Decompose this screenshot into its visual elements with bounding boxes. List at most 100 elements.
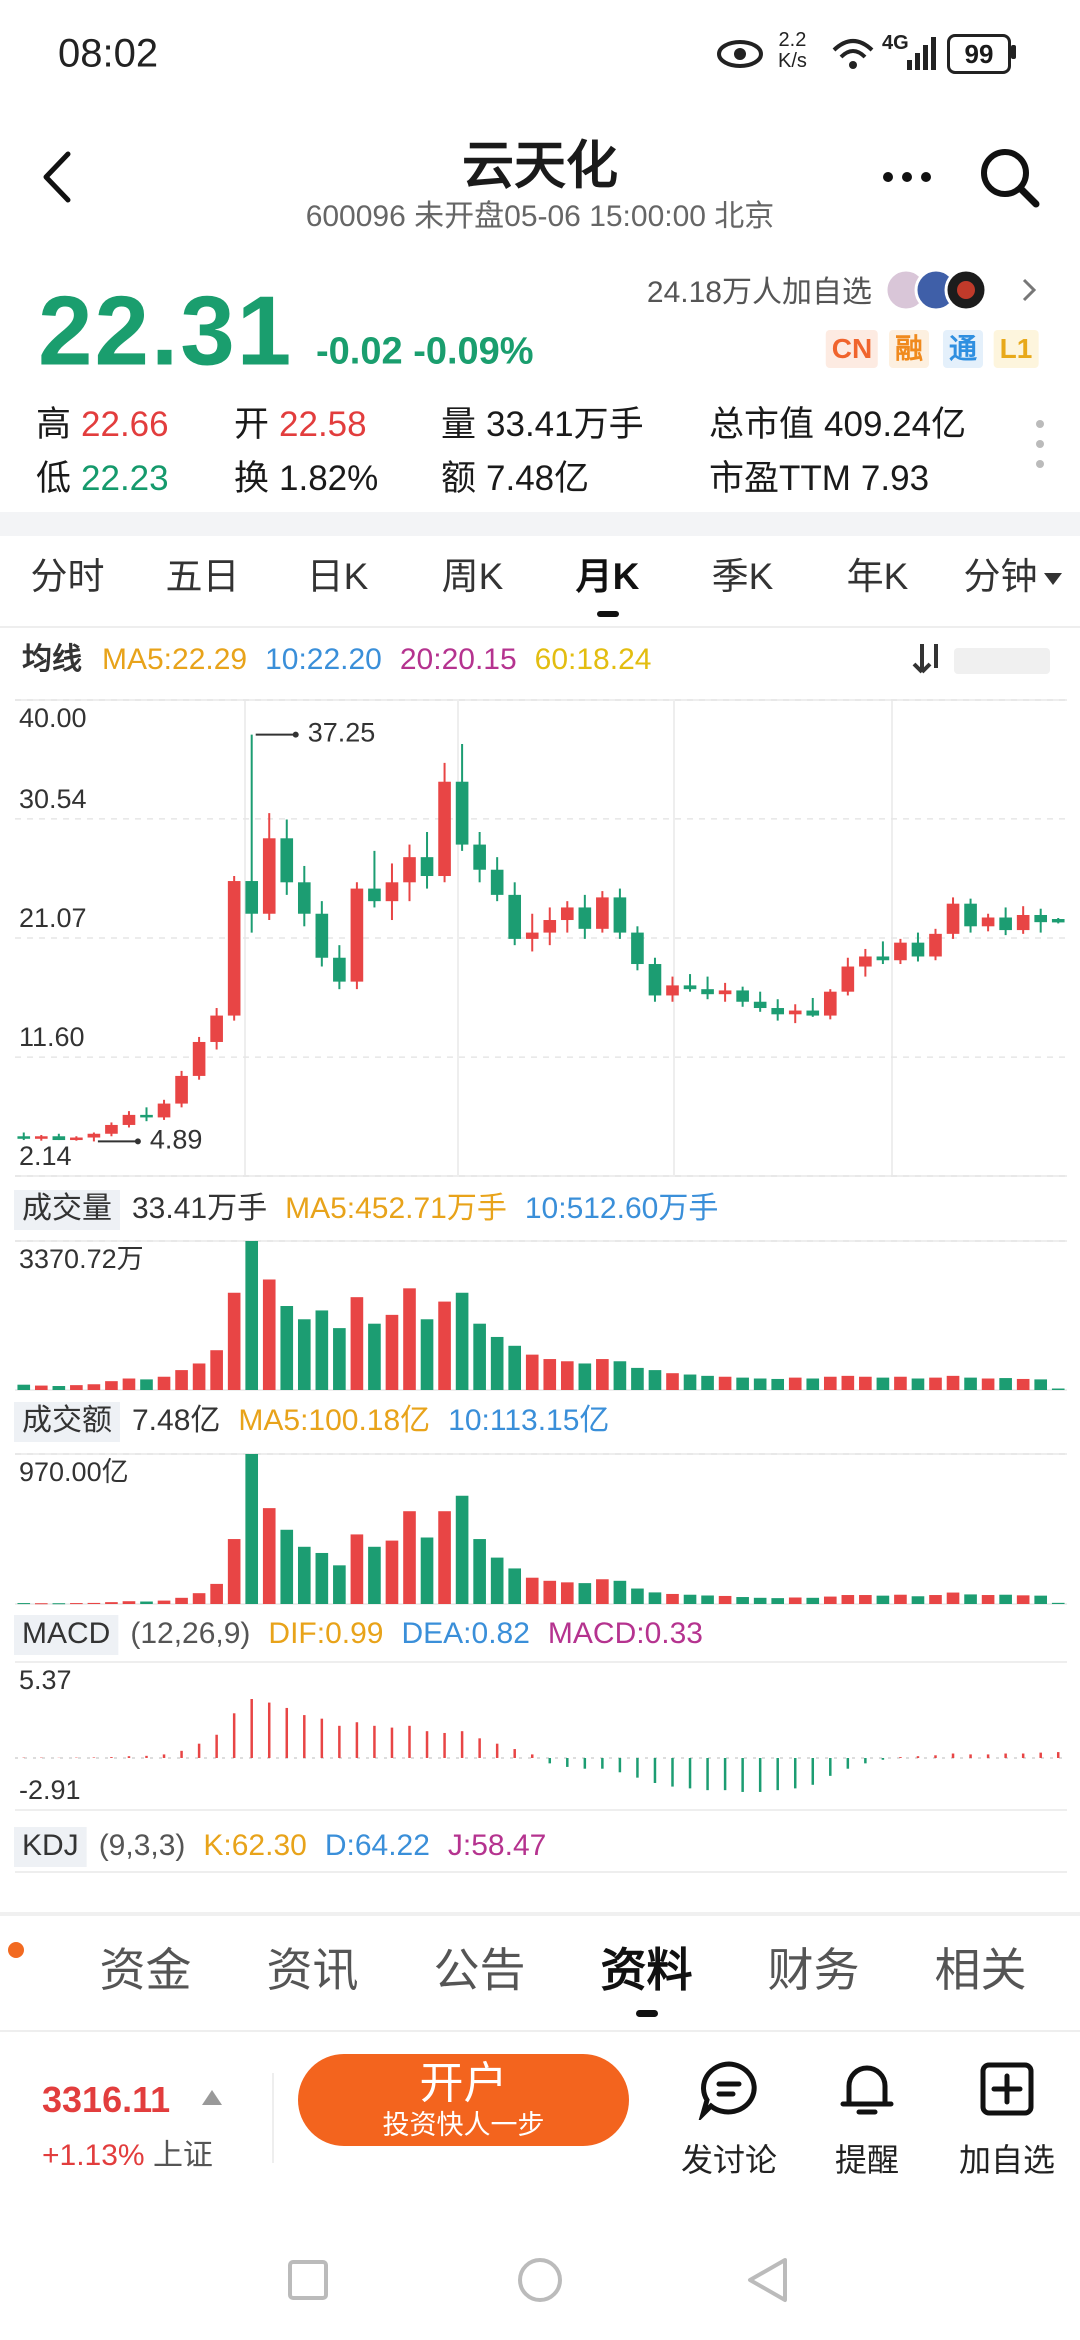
period-tab[interactable]: 年K (846, 556, 909, 597)
candle-body (560, 907, 574, 921)
legend-item: J:58.47 (448, 1829, 546, 1862)
stat-value: 7.48亿 (486, 459, 590, 498)
discuss-icon (697, 2061, 757, 2123)
legend-label: 成交额 (22, 1404, 112, 1437)
volume-bar (490, 1336, 504, 1390)
candle-body (368, 888, 381, 902)
volume-bar (403, 1511, 416, 1604)
volume-bar (297, 1319, 311, 1390)
net-speed-unit: K/s (778, 50, 807, 72)
volume-bar (648, 1592, 662, 1604)
eye-icon (717, 40, 763, 68)
volume-bar (122, 1378, 136, 1390)
period-tab[interactable]: 分时 (30, 556, 105, 597)
candle-body (631, 932, 644, 965)
y-tick-label: 40.00 (19, 703, 87, 733)
period-tab[interactable]: 周K (441, 556, 504, 597)
stat-label: 换 (234, 459, 270, 498)
legend-item: (9,3,3) (99, 1829, 186, 1862)
search-button[interactable] (978, 146, 1042, 210)
candle-body (841, 966, 855, 992)
period-tab[interactable]: 日K (306, 556, 369, 597)
legend-item: 10:512.60万手 (525, 1192, 718, 1225)
candle-body (315, 913, 329, 958)
nav-back[interactable] (748, 2258, 787, 2302)
volume-bar (683, 1374, 697, 1390)
candle-body (1016, 914, 1030, 931)
volume-bar (438, 1511, 451, 1604)
period-tab[interactable]: 五日 (165, 556, 240, 597)
alert-icon (840, 2065, 894, 2115)
bottom-tab[interactable]: 资料 (563, 1935, 730, 2017)
volume-bar (911, 1378, 925, 1390)
bottom-tab[interactable]: 公告 (433, 1944, 526, 1996)
alert-action[interactable]: 提醒 (802, 2060, 932, 2181)
volume-bar (771, 1598, 785, 1604)
volume-bar (525, 1577, 539, 1604)
volume-bar (578, 1363, 592, 1390)
stats-more[interactable] (1030, 418, 1050, 470)
net-speed-value: 2.2 (778, 29, 807, 51)
more-button[interactable] (880, 165, 934, 189)
volume-bar (1016, 1595, 1030, 1604)
volume-bar (245, 1241, 259, 1390)
candle-body (508, 894, 522, 939)
candle-body (34, 1136, 48, 1139)
candle-body (140, 1114, 153, 1118)
candle-body (894, 942, 907, 961)
legend-item: 7.48亿 (132, 1404, 220, 1437)
legend-item: D:64.22 (325, 1829, 430, 1862)
bottom-tab[interactable]: 财务 (767, 1944, 860, 1996)
candle-body (403, 857, 416, 883)
volume-bar (385, 1314, 399, 1390)
open-account-button[interactable]: 开户 投资快人一步 (298, 2054, 629, 2146)
chart-tools[interactable] (910, 638, 1060, 684)
period-tab[interactable]: 季K (711, 556, 774, 597)
legend-item: MACD:0.33 (548, 1617, 703, 1650)
volume-bar (964, 1594, 977, 1604)
volume-bar (227, 1539, 241, 1604)
candle-body (333, 957, 346, 982)
bottom-tab[interactable]: 资金 (99, 1944, 192, 1996)
volume-bar (876, 1377, 890, 1390)
y-tick-label: 21.07 (19, 903, 87, 933)
volume-bar (666, 1593, 679, 1604)
bottom-tab[interactable]: 相关 (934, 1944, 1027, 1996)
price-change: -0.02 -0.09% (316, 331, 534, 374)
volume-bar (701, 1375, 714, 1390)
candle-body (385, 882, 399, 902)
volume-bar (613, 1580, 627, 1604)
bottom-tab[interactable]: 资讯 (266, 1944, 359, 1996)
volume-bar (192, 1363, 206, 1390)
extreme-label: 4.89 (150, 1125, 203, 1155)
legend-item: 20:20.15 (400, 643, 517, 676)
watchlist-action[interactable]: 加自选 (942, 2060, 1072, 2181)
volume-bar (806, 1378, 820, 1390)
candle-body (52, 1136, 66, 1141)
followers[interactable]: 24.18万人加自选 (646, 276, 872, 309)
stat-label: 低 (36, 459, 72, 498)
back-button[interactable] (38, 150, 78, 204)
battery-cap (1011, 45, 1016, 59)
change-value: -0.02 (316, 330, 403, 373)
volume-bar (981, 1378, 995, 1390)
period-tab[interactable]: 月K (540, 545, 675, 617)
candle-body (578, 907, 592, 929)
volume-bar (841, 1595, 855, 1604)
nav-home[interactable] (518, 2258, 562, 2302)
volume-bar (788, 1377, 802, 1390)
volume-bar (946, 1592, 960, 1604)
period-tab[interactable]: 分钟 (945, 545, 1080, 609)
quote-tag: 通 (942, 330, 984, 368)
y-tick-label: 3370.72万 (19, 1244, 144, 1274)
volume-bar (297, 1546, 311, 1604)
volume-bar (192, 1593, 206, 1604)
nav-recent[interactable] (288, 2260, 328, 2300)
stat-item: 低 22.23 (36, 450, 169, 501)
volume-bar (52, 1386, 66, 1390)
volume-bar (841, 1375, 855, 1390)
discuss-action[interactable]: 发讨论 (664, 2060, 794, 2181)
y-tick-label: 11.60 (19, 1022, 85, 1052)
y-tick-label: 2.14 (19, 1141, 72, 1171)
legend-item: DIF:0.99 (268, 1617, 383, 1650)
